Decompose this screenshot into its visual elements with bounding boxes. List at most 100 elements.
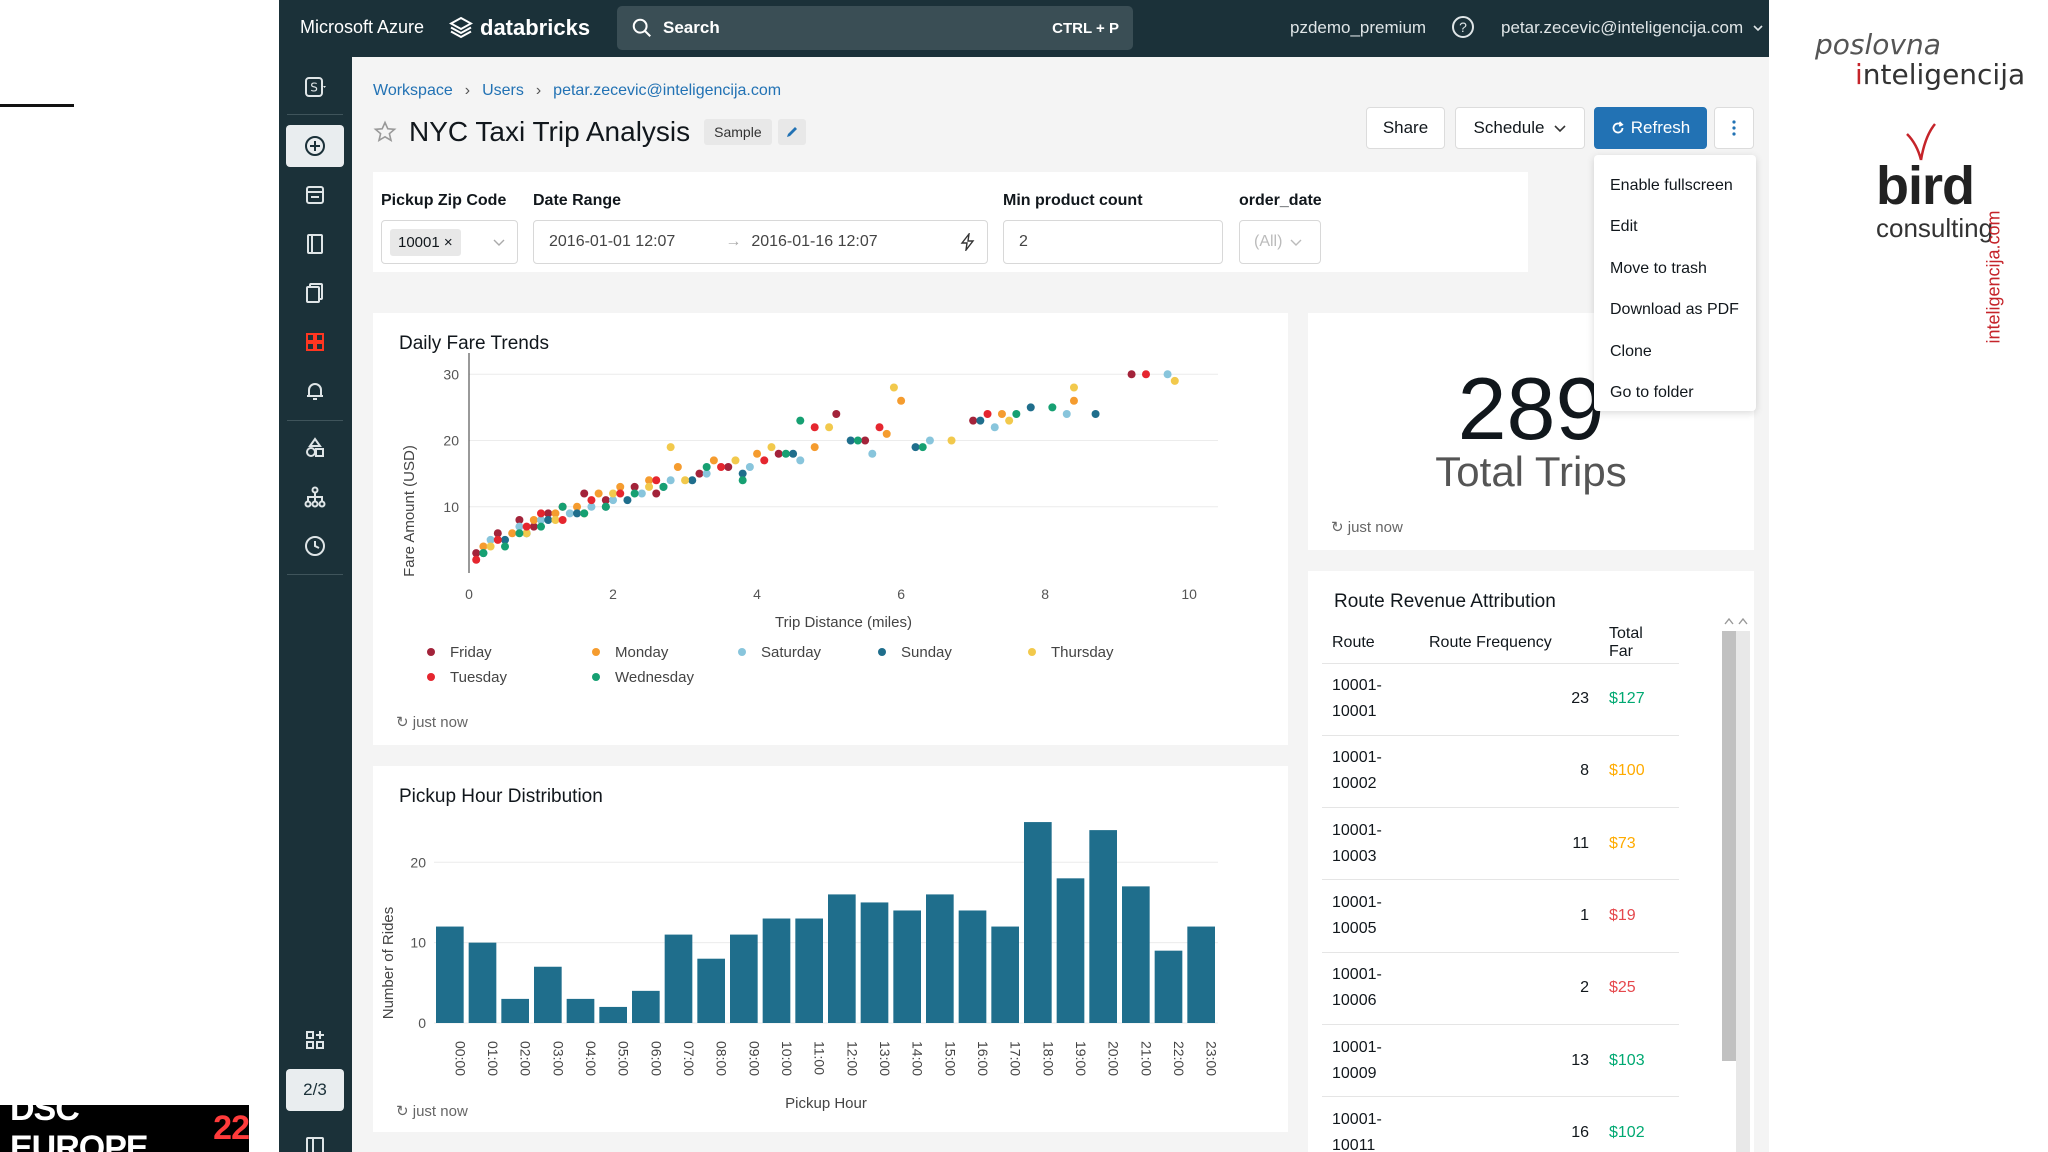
- scatter-point[interactable]: [637, 489, 646, 498]
- page-indicator[interactable]: 2/3: [286, 1069, 344, 1111]
- scatter-point[interactable]: [897, 396, 906, 405]
- breadcrumb-user-folder[interactable]: petar.zecevic@inteligencija.com: [553, 82, 782, 99]
- scatter-point[interactable]: [493, 535, 502, 544]
- legend-entry[interactable]: Saturday: [761, 644, 822, 661]
- scatter-point[interactable]: [745, 463, 754, 471]
- scatter-point[interactable]: [522, 522, 531, 531]
- scatter-point[interactable]: [810, 443, 819, 452]
- scatter-point[interactable]: [875, 423, 884, 432]
- scatter-point[interactable]: [558, 516, 567, 524]
- bar[interactable]: [762, 918, 791, 1023]
- bar[interactable]: [664, 934, 693, 1023]
- scatter-point[interactable]: [882, 429, 891, 438]
- sidebar-item-partner-connect[interactable]: [286, 1019, 344, 1061]
- more-options-button[interactable]: [1714, 107, 1754, 149]
- bar[interactable]: [860, 902, 889, 1023]
- scatter-point[interactable]: [767, 443, 776, 452]
- scatter-point[interactable]: [673, 463, 682, 471]
- scatter-point[interactable]: [695, 469, 704, 478]
- scatter-point[interactable]: [861, 436, 870, 445]
- menu-item-edit[interactable]: Edit: [1610, 218, 1638, 236]
- order-date-select[interactable]: (All): [1239, 220, 1321, 264]
- scatter-point[interactable]: [558, 502, 567, 511]
- date-start-input[interactable]: 2016-01-01 12:07: [549, 233, 676, 250]
- scatter-point[interactable]: [731, 456, 740, 465]
- scatter-point[interactable]: [493, 529, 502, 538]
- lightning-icon[interactable]: [959, 233, 977, 251]
- min-count-input[interactable]: 2: [1003, 220, 1223, 264]
- databricks-logo[interactable]: databricks: [449, 13, 590, 43]
- scatter-point[interactable]: [796, 416, 805, 425]
- zip-filter-select[interactable]: 10001 ×: [381, 220, 518, 264]
- scatter-point[interactable]: [1163, 370, 1172, 379]
- sidebar-item-new[interactable]: [286, 125, 344, 167]
- legend-entry[interactable]: Monday: [615, 644, 669, 661]
- bar[interactable]: [893, 910, 921, 1023]
- bar[interactable]: [1056, 878, 1085, 1023]
- scatter-point[interactable]: [515, 522, 524, 531]
- column-header-total-fare[interactable]: Total Far: [1609, 624, 1643, 660]
- scatter-point[interactable]: [623, 496, 632, 505]
- scatter-point[interactable]: [1091, 410, 1100, 418]
- scatter-point[interactable]: [666, 443, 675, 452]
- bar[interactable]: [1089, 830, 1117, 1023]
- scatter-point[interactable]: [666, 476, 675, 485]
- table-scrollbar[interactable]: [1736, 631, 1750, 1152]
- scatter-point[interactable]: [969, 416, 978, 425]
- table-row[interactable]: 10001- 10005 1 $19: [1322, 879, 1679, 953]
- star-icon[interactable]: [373, 120, 397, 144]
- scatter-point[interactable]: [709, 456, 718, 465]
- scatter-point[interactable]: [479, 542, 488, 551]
- bar[interactable]: [1122, 886, 1150, 1023]
- bar[interactable]: [828, 894, 856, 1023]
- scatter-point[interactable]: [918, 443, 927, 452]
- scatter-point[interactable]: [537, 509, 546, 518]
- scatter-point[interactable]: [702, 469, 711, 478]
- sidebar-item-data[interactable]: [286, 223, 344, 265]
- scatter-point[interactable]: [1005, 416, 1014, 425]
- scatter-point[interactable]: [853, 436, 862, 445]
- scatter-point[interactable]: [781, 449, 790, 458]
- bar[interactable]: [795, 918, 823, 1023]
- scatter-point[interactable]: [997, 410, 1006, 418]
- scatter-point[interactable]: [601, 502, 610, 511]
- scatter-point[interactable]: [1069, 383, 1078, 392]
- bar[interactable]: [1024, 822, 1052, 1023]
- bar[interactable]: [926, 894, 954, 1023]
- sidebar-item-history[interactable]: [286, 525, 344, 567]
- menu-item-clone[interactable]: Clone: [1610, 342, 1652, 360]
- scatter-point[interactable]: [976, 416, 985, 425]
- sidebar-item-sql-editor[interactable]: [286, 174, 344, 216]
- scatter-point[interactable]: [601, 496, 610, 505]
- share-button[interactable]: Share: [1366, 107, 1445, 149]
- scatter-point[interactable]: [738, 476, 747, 485]
- scatter-point[interactable]: [753, 449, 762, 458]
- scatter-point[interactable]: [652, 489, 661, 498]
- sidebar-item-dashboards[interactable]: [286, 321, 344, 363]
- scatter-point[interactable]: [1026, 403, 1035, 412]
- scatter-point[interactable]: [573, 509, 582, 518]
- scatter-point[interactable]: [846, 436, 855, 445]
- zip-chip[interactable]: 10001 ×: [390, 228, 461, 256]
- scatter-point[interactable]: [760, 456, 769, 465]
- menu-item-fullscreen[interactable]: Enable fullscreen: [1610, 176, 1733, 194]
- sidebar-item-queries[interactable]: [286, 272, 344, 314]
- scatter-point[interactable]: [1170, 376, 1179, 385]
- scatter-point[interactable]: [609, 496, 618, 505]
- scatter-point[interactable]: [486, 542, 495, 551]
- scatter-point[interactable]: [508, 529, 517, 538]
- scatter-point[interactable]: [738, 469, 747, 478]
- menu-item-trash[interactable]: Move to trash: [1610, 259, 1707, 277]
- scatter-point[interactable]: [544, 509, 553, 518]
- bar[interactable]: [534, 966, 562, 1023]
- table-row[interactable]: 10001- 10001 23 $127: [1322, 662, 1679, 736]
- legend-entry[interactable]: Tuesday: [450, 669, 507, 686]
- scatter-point[interactable]: [832, 410, 841, 418]
- scatter-point[interactable]: [587, 502, 596, 511]
- scatter-point[interactable]: [501, 542, 510, 551]
- scatter-point[interactable]: [659, 482, 668, 491]
- sidebar-item-alerts[interactable]: [286, 370, 344, 412]
- sidebar-item-workflows[interactable]: [286, 476, 344, 518]
- scatter-point[interactable]: [537, 516, 546, 524]
- legend-entry[interactable]: Sunday: [901, 644, 952, 661]
